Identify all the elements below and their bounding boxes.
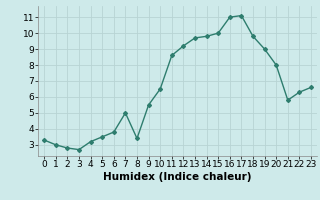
X-axis label: Humidex (Indice chaleur): Humidex (Indice chaleur) [103,172,252,182]
